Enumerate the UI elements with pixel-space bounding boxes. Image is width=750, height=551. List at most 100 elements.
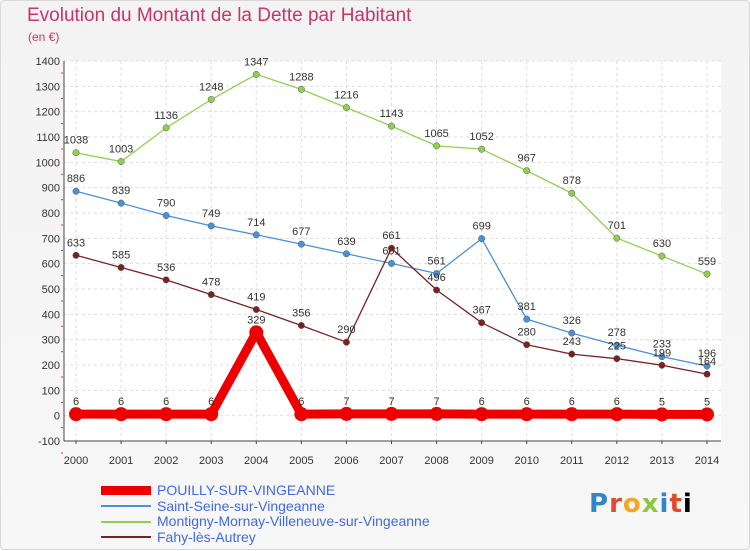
data-point-1 [478, 235, 486, 243]
data-label-0: 5 [704, 396, 710, 408]
data-label-2: 1347 [244, 56, 268, 68]
data-point-3 [478, 319, 486, 327]
data-point-2 [658, 252, 666, 260]
data-point-3 [523, 341, 531, 349]
data-label-2: 1288 [289, 71, 313, 83]
y-tick-label: 600 [42, 259, 60, 271]
legend-item-montigny: Montigny-Mornay-Villeneuve-sur-Vingeanne [101, 514, 430, 530]
x-tick-label: 2008 [424, 455, 448, 467]
legend: POUILLY-SUR-VINGEANNE Saint-Seine-sur-Vi… [101, 483, 430, 545]
data-label-3: 419 [247, 292, 265, 304]
data-point-1 [703, 362, 711, 370]
data-point-1 [388, 259, 395, 267]
data-point-3 [252, 306, 260, 313]
data-label-2: 1248 [199, 82, 223, 94]
y-tick-label: 1200 [36, 107, 60, 119]
data-label-3: 478 [202, 277, 220, 289]
legend-label-fahy: Fahy-lès-Autrey [157, 528, 256, 545]
x-tick-label: 2000 [64, 455, 88, 467]
data-label-2: 1003 [109, 144, 133, 156]
data-label-0: 6 [163, 396, 169, 408]
data-label-3: 536 [157, 262, 175, 274]
data-point-1 [658, 353, 666, 361]
data-point-0 [654, 407, 669, 422]
data-point-3 [162, 276, 170, 284]
data-label-2: 878 [563, 175, 581, 187]
y-tick-label: 1400 [36, 56, 60, 68]
data-point-2 [297, 85, 305, 93]
data-label-0: 7 [388, 396, 394, 408]
data-label-3: 367 [472, 305, 490, 317]
data-label-1: 714 [247, 217, 265, 229]
y-tick-label: 500 [42, 284, 60, 296]
legend-swatch-fahy [101, 536, 151, 539]
data-point-0 [114, 407, 129, 422]
data-label-3: 633 [67, 237, 85, 249]
data-point-2 [703, 270, 711, 278]
data-point-3 [207, 291, 215, 299]
proxiti-logo: Proxiti [589, 489, 693, 519]
data-point-1 [162, 212, 170, 219]
y-tick-label: -100 [38, 436, 60, 448]
data-label-3: 164 [698, 356, 716, 368]
data-point-2 [72, 149, 80, 157]
data-point-2 [117, 158, 125, 166]
data-point-1 [613, 341, 621, 349]
data-point-1 [568, 329, 576, 337]
data-label-1: 561 [427, 256, 445, 268]
x-tick-label: 2010 [514, 455, 538, 467]
data-point-0 [700, 407, 714, 422]
data-point-0 [294, 407, 309, 422]
data-point-0 [384, 406, 399, 421]
data-label-0: 5 [659, 396, 665, 408]
legend-label-montigny: Montigny-Mornay-Villeneuve-sur-Vingeanne [157, 513, 430, 530]
data-label-2: 1216 [334, 90, 358, 102]
data-point-2 [523, 167, 531, 175]
y-tick-label: 1000 [36, 157, 60, 169]
data-label-3: 280 [518, 327, 536, 339]
data-label-0: 7 [434, 396, 440, 408]
data-point-0 [609, 407, 624, 422]
data-point-0 [339, 406, 354, 421]
legend-item-saint-seine: Saint-Seine-sur-Vingeanne [101, 497, 430, 515]
data-label-0: 6 [298, 396, 304, 408]
legend-item-fahy: Fahy-lès-Autrey [101, 528, 430, 546]
chart-subtitle: (en €) [28, 30, 60, 44]
data-label-2: 701 [608, 220, 626, 232]
x-tick-label: 2013 [650, 455, 674, 467]
legend-label-saint-seine: Saint-Seine-sur-Vingeanne [157, 497, 325, 514]
x-tick-label: 2003 [199, 455, 223, 467]
data-point-1 [72, 187, 80, 195]
data-point-3 [613, 355, 621, 363]
x-tick-label: 2007 [379, 455, 403, 467]
x-tick-label: 2014 [695, 455, 719, 467]
y-tick-label: 100 [42, 385, 60, 397]
data-point-0 [564, 407, 579, 422]
data-point-1 [207, 222, 215, 230]
data-label-0: 6 [479, 396, 485, 408]
y-tick-label: 700 [42, 233, 60, 245]
y-tick-label: 800 [42, 208, 60, 220]
data-point-3 [72, 251, 80, 259]
data-point-2 [207, 96, 215, 103]
y-tick-label: 1300 [36, 81, 60, 93]
data-point-1 [342, 250, 350, 258]
legend-label-pouilly: POUILLY-SUR-VINGEANNE [157, 482, 336, 499]
data-label-3: 243 [563, 336, 581, 348]
x-tick-label: 2009 [469, 455, 493, 467]
data-label-2: 1136 [154, 110, 178, 122]
data-point-3 [703, 370, 711, 378]
x-tick-label: 2005 [289, 455, 313, 467]
data-point-0 [159, 407, 174, 422]
data-point-1 [117, 199, 125, 207]
data-point-3 [568, 350, 576, 358]
legend-item-pouilly: POUILLY-SUR-VINGEANNE [101, 483, 430, 499]
data-point-2 [388, 122, 395, 130]
data-point-2 [568, 189, 576, 197]
data-label-0: 6 [524, 396, 530, 408]
data-label-3: 496 [427, 272, 445, 284]
data-label-0: 6 [569, 396, 575, 408]
data-label-3: 661 [382, 230, 400, 242]
